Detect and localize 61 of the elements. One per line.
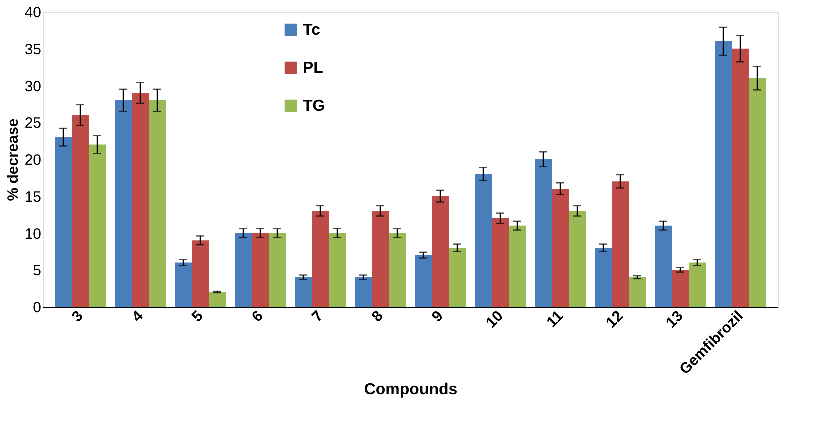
x-tick-label: 12: [603, 308, 627, 332]
legend-label: PL: [303, 60, 324, 77]
bar: [552, 189, 569, 307]
x-tick-label: 9: [428, 308, 447, 326]
bar: [569, 211, 586, 307]
y-tick-label: 10: [24, 226, 42, 243]
x-tick-label: 4: [128, 307, 148, 326]
legend-label: TG: [303, 98, 326, 115]
bar: [389, 233, 406, 307]
bar: [149, 100, 166, 307]
bar: [312, 211, 329, 307]
bar: [612, 182, 629, 307]
y-tick-label: 30: [24, 78, 42, 96]
bar: [492, 218, 509, 307]
bar: [355, 278, 372, 307]
y-tick-label: 40: [24, 4, 42, 22]
bar: [235, 233, 252, 307]
bar: [749, 78, 766, 307]
bar: [252, 233, 269, 307]
bar: [432, 196, 449, 307]
x-axis-title: Compounds: [364, 382, 458, 398]
bar: [595, 248, 612, 307]
bar: [269, 233, 286, 307]
x-tick-label: 11: [544, 308, 567, 332]
x-tick-label: 8: [368, 308, 387, 326]
bar: [295, 278, 312, 307]
bar: [689, 262, 706, 307]
bar: [672, 270, 689, 307]
bar: [192, 240, 209, 307]
bar: [535, 160, 552, 307]
bar: [132, 93, 149, 307]
bar: [732, 48, 749, 307]
y-tick-label: 35: [24, 41, 42, 58]
bar: [629, 278, 646, 307]
x-tick-label: 7: [308, 308, 327, 326]
y-axis-title: % decrease: [4, 118, 22, 202]
legend-label: Tc: [303, 22, 321, 39]
x-tick-label: 3: [68, 308, 87, 326]
bar: [415, 255, 432, 307]
x-tick-label: 5: [188, 308, 207, 326]
bar: [115, 100, 132, 307]
bar: [509, 226, 526, 307]
y-tick-label: 0: [33, 300, 42, 316]
y-tick-label: 25: [24, 115, 42, 132]
bar: [655, 226, 672, 307]
x-tick-label: 13: [663, 308, 687, 332]
y-tick-label: 15: [24, 188, 42, 206]
bar: [175, 262, 192, 307]
bar: [715, 42, 732, 307]
bar: [475, 174, 492, 307]
y-tick-label: 20: [24, 152, 42, 169]
y-tick-label: 5: [33, 262, 42, 280]
bar: [89, 144, 106, 307]
bar: [72, 115, 89, 307]
bar: [449, 248, 466, 307]
bar: [55, 137, 72, 307]
bar: [372, 211, 389, 307]
x-tick-label: 6: [248, 308, 267, 326]
bar: [209, 292, 226, 307]
bar: [329, 233, 346, 307]
x-tick-label: 10: [483, 308, 507, 332]
